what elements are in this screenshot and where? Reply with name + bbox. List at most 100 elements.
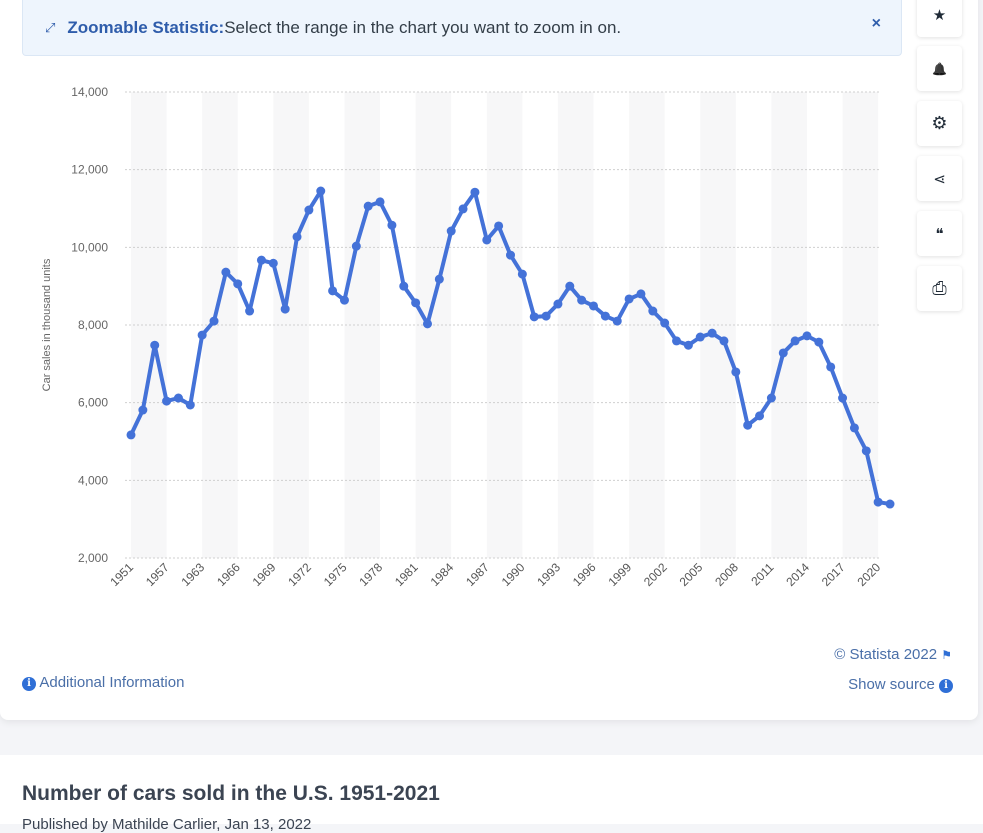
x-tick-label: 2011 (748, 560, 776, 588)
gear-icon: ⚙ (931, 113, 948, 133)
data-point (304, 205, 314, 215)
banner-label: Zoomable Statistic: (67, 17, 225, 37)
data-point (707, 328, 717, 338)
close-icon[interactable]: × (871, 15, 881, 32)
x-tick-label: 1966 (214, 560, 243, 589)
data-point (221, 267, 231, 277)
data-point (328, 286, 338, 296)
x-tick-label: 2014 (783, 560, 812, 589)
data-point (268, 258, 278, 268)
banner-text: Select the range in the chart you want t… (224, 17, 622, 37)
data-point (565, 281, 575, 291)
data-point (138, 405, 148, 415)
data-point (209, 316, 219, 326)
data-point (885, 499, 895, 509)
data-point (648, 306, 658, 316)
data-point (826, 362, 836, 372)
data-point (553, 299, 563, 309)
expand-arrows-icon: ⤢ (45, 19, 56, 35)
data-point (173, 393, 183, 403)
x-tick-label: 1975 (321, 560, 350, 589)
x-tick-label: 1951 (107, 560, 136, 589)
data-point (339, 295, 349, 305)
grid-band (131, 92, 167, 558)
data-point (411, 298, 421, 308)
data-point (316, 186, 326, 196)
article-title: Number of cars sold in the U.S. 1951-202… (22, 782, 440, 805)
line-chart[interactable]: 2,000 4,000 6,000 8,000 10,000 12,000 14,000 Ca… (0, 0, 983, 640)
star-icon: ★ (932, 6, 947, 24)
cite-button[interactable]: ❝ (917, 211, 962, 256)
x-tick-label: 1981 (392, 560, 421, 589)
notification-button[interactable]: 🔔 (917, 46, 962, 91)
data-point (446, 226, 456, 236)
data-point (660, 318, 670, 328)
x-tick-label: 2017 (819, 560, 848, 589)
data-point (731, 367, 741, 377)
data-point (577, 295, 587, 305)
x-tick-label: 2008 (712, 560, 741, 589)
x-tick-label: 1993 (534, 560, 563, 589)
x-tick-label: 1972 (285, 560, 314, 589)
copyright-text: © Statista 2022 (834, 646, 938, 663)
grid-band (557, 92, 594, 558)
data-point (612, 316, 622, 326)
data-point (422, 319, 432, 329)
data-point (185, 400, 195, 410)
data-point (150, 340, 160, 350)
data-point (375, 197, 385, 207)
data-point (470, 187, 480, 197)
data-point (292, 232, 302, 242)
x-tick-label: 1990 (499, 560, 528, 589)
data-point (838, 393, 848, 403)
flag-icon: ⚑ (941, 648, 952, 662)
data-point (399, 281, 409, 291)
print-button[interactable]: ⎙ (917, 266, 962, 311)
x-tick-label: 2020 (854, 560, 883, 589)
additional-info-link[interactable]: i Additional Information (22, 674, 184, 691)
data-point (458, 204, 468, 214)
additional-info-label: Additional Information (39, 674, 185, 691)
y-tick-label: 4,000 (78, 473, 108, 487)
data-point (790, 336, 800, 346)
data-point (861, 446, 871, 456)
x-tick-label: 2005 (677, 560, 706, 589)
data-point (683, 340, 693, 350)
y-tick-label: 12,000 (71, 163, 108, 177)
y-tick-label: 10,000 (71, 240, 108, 254)
show-source-link[interactable]: Show source i (848, 676, 953, 693)
data-point (624, 294, 634, 304)
data-point (162, 396, 172, 406)
x-tick-label: 1963 (178, 560, 207, 589)
x-tick-label: 1957 (143, 560, 172, 589)
data-point (233, 279, 243, 289)
data-point (719, 336, 729, 346)
favorite-button[interactable]: ★ (917, 0, 962, 37)
grid-band (202, 92, 238, 558)
x-tick-label: 1996 (570, 560, 599, 589)
data-point (363, 201, 373, 211)
y-tick-label: 6,000 (78, 396, 108, 410)
show-source-label: Show source (848, 676, 935, 693)
data-point (743, 420, 753, 430)
data-point (541, 311, 551, 321)
share-icon: ⋖ (933, 170, 946, 188)
data-point (600, 311, 610, 321)
data-point (849, 423, 859, 433)
data-point (589, 301, 599, 311)
data-point (636, 289, 646, 299)
grid-band (486, 92, 523, 558)
x-tick-label: 1969 (250, 560, 279, 589)
settings-button[interactable]: ⚙ (917, 101, 962, 146)
x-tick-label: 2002 (641, 560, 670, 589)
x-tick-label: 1978 (356, 560, 385, 589)
data-point (814, 337, 824, 347)
copyright[interactable]: © Statista 2022 ⚑ (834, 646, 952, 663)
x-tick-label: 1987 (463, 560, 492, 589)
print-icon: ⎙ (932, 278, 947, 298)
data-point (873, 497, 883, 507)
bell-icon: 🔔 (932, 61, 947, 76)
share-button[interactable]: ⋖ (917, 156, 962, 201)
data-point (280, 304, 290, 314)
data-point (256, 255, 266, 265)
